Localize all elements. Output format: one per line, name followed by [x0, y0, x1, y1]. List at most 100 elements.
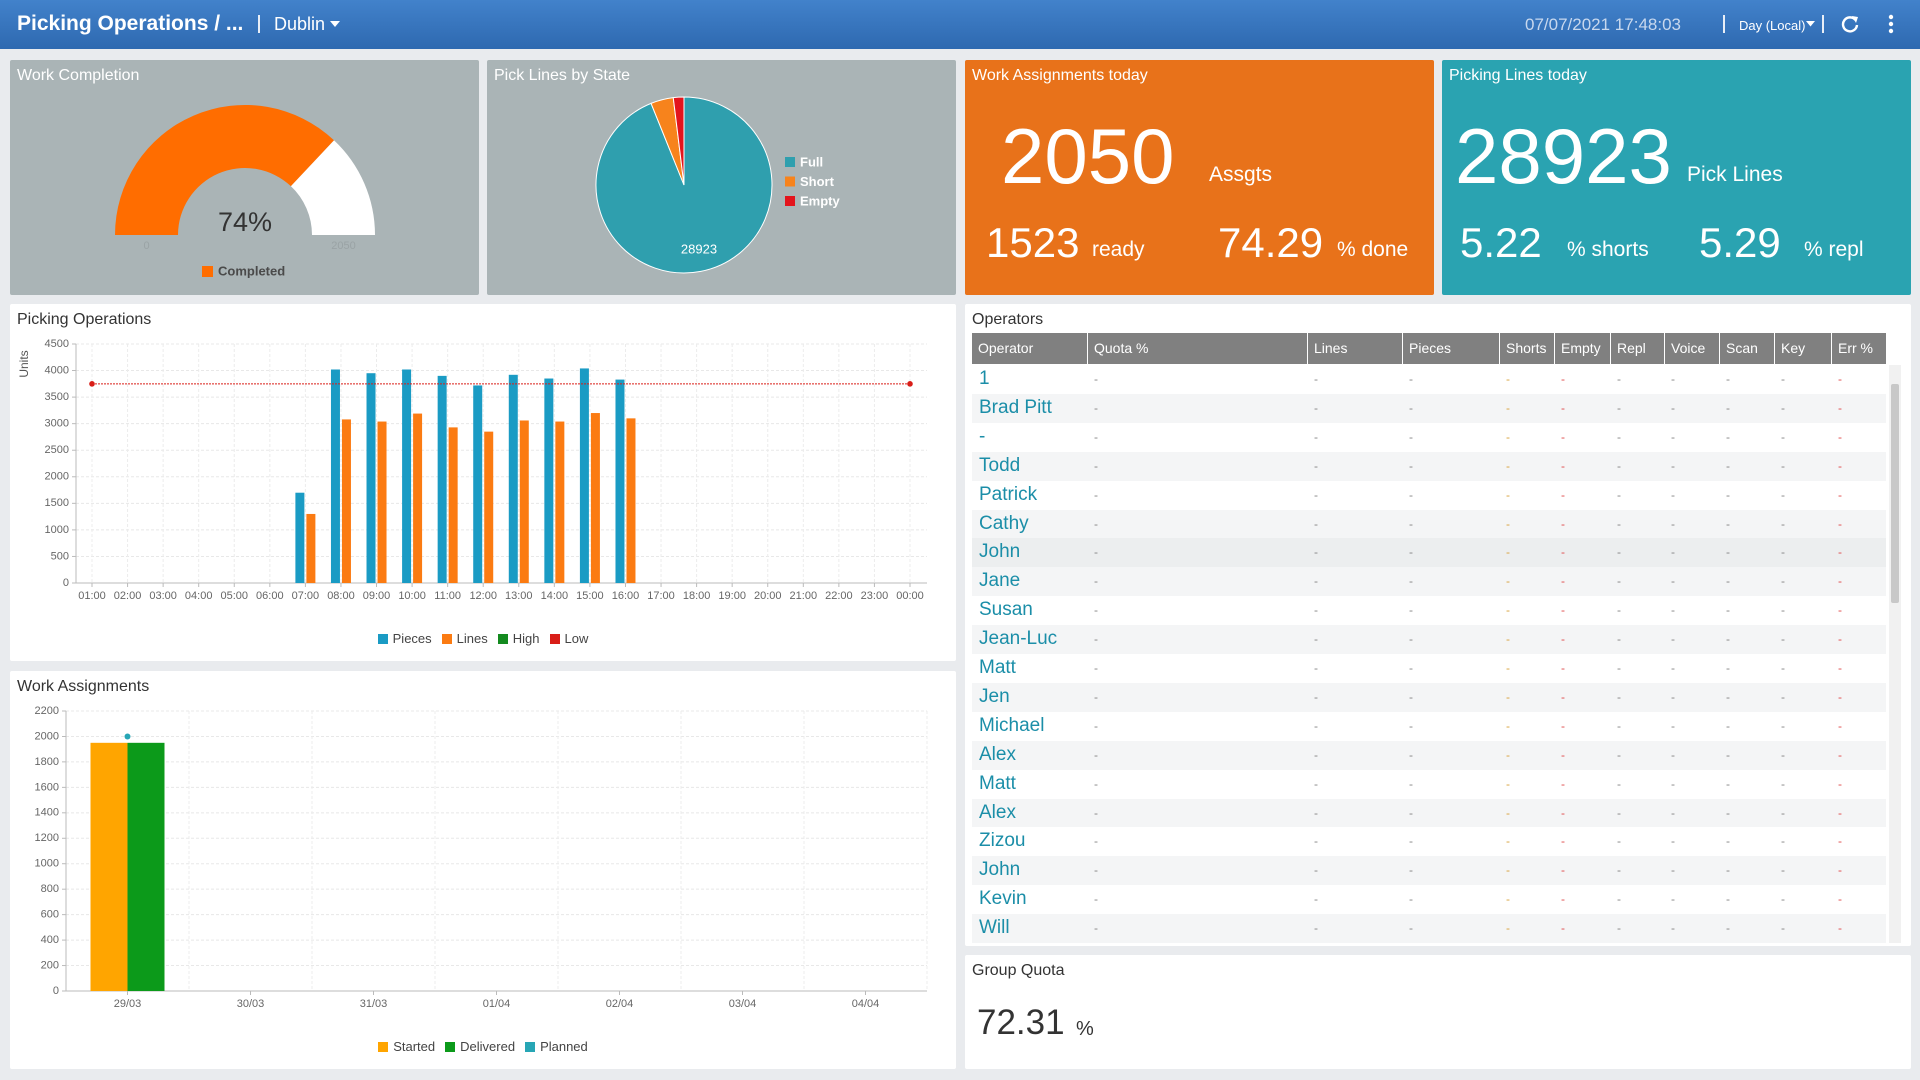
legend-label: Full [800, 154, 823, 169]
y-tick-label: 1400 [35, 807, 59, 819]
table-cell: - [1726, 805, 1730, 820]
table-cell: - [1094, 372, 1098, 386]
legend-label: Delivered [460, 1039, 516, 1054]
scrollbar-thumb[interactable] [1891, 384, 1899, 603]
table-cell: - [1617, 805, 1621, 820]
column-header[interactable]: Err % [1831, 333, 1886, 364]
dropdown-arrow[interactable] [330, 21, 340, 28]
table-cell: - [1671, 400, 1675, 415]
dropdown-arrow[interactable] [1806, 21, 1815, 27]
table-row [972, 798, 1886, 828]
table-cell: - [1781, 921, 1785, 936]
operator-name: John [979, 541, 1021, 563]
table-cell: - [1781, 458, 1785, 473]
column-header[interactable]: Voice [1664, 333, 1719, 364]
bar [90, 742, 128, 991]
table-cell: - [1561, 429, 1565, 444]
table-cell: - [1409, 892, 1413, 907]
y-tick-label: 1000 [35, 858, 59, 870]
table-cell: - [1838, 516, 1842, 531]
table-cell: - [1561, 574, 1565, 589]
bar [555, 421, 565, 583]
period-selector[interactable]: Day (Local) [1739, 18, 1806, 33]
table-cell: - [1671, 574, 1675, 589]
table-cell: - [1314, 400, 1318, 415]
x-tick-label: 23:00 [861, 590, 889, 602]
table-cell: - [1726, 487, 1730, 502]
bar-chart: 0 500 1000 1500 2000 2500 3000 3500 4000 4500 01:0… [17, 338, 927, 602]
table-row [972, 827, 1886, 857]
column-header[interactable]: Quota % [1087, 333, 1307, 364]
legend-label: Low [564, 631, 589, 646]
table-cell: - [1409, 632, 1413, 647]
table-cell: - [1561, 689, 1565, 704]
legend-label: High [512, 631, 540, 646]
table-cell: - [1838, 429, 1842, 444]
table-cell: - [1781, 805, 1785, 820]
table-cell: - [1726, 516, 1730, 531]
table-row [972, 856, 1886, 886]
column-header[interactable]: Lines [1307, 333, 1402, 364]
table-cell: - [1726, 892, 1730, 907]
x-tick-label: 03:00 [149, 590, 177, 602]
legend-swatch [445, 1042, 456, 1052]
table-cell: - [1726, 921, 1730, 936]
y-tick-label: 4500 [45, 338, 69, 350]
table-row [972, 365, 1886, 394]
column-header[interactable]: Key [1774, 333, 1831, 364]
column-header[interactable]: Shorts [1499, 333, 1554, 364]
table-cell: - [1781, 776, 1785, 791]
table-cell: - [1094, 863, 1098, 878]
x-tick-label: 02/04 [606, 998, 634, 1010]
column-header[interactable]: Repl [1610, 333, 1664, 364]
table-cell: - [1314, 516, 1318, 531]
table-cell: - [1506, 458, 1510, 473]
table-cell: - [1506, 921, 1510, 936]
table-cell: - [1617, 718, 1621, 733]
kpi-total-unit: Pick Lines [1687, 163, 1783, 186]
y-tick-label: 3000 [45, 418, 69, 430]
refresh-button[interactable] [1841, 15, 1859, 33]
menu-button[interactable] [1888, 14, 1894, 34]
table-cell: - [1838, 487, 1842, 502]
table-cell: - [1781, 834, 1785, 849]
table-cell: - [1838, 661, 1842, 675]
y-tick-label: 4000 [45, 364, 69, 376]
y-tick-label: 0 [53, 985, 59, 997]
table-cell: - [1094, 516, 1098, 531]
table-row [972, 451, 1886, 481]
site-selector[interactable]: Dublin [274, 14, 326, 34]
legend-item: Low [549, 631, 589, 646]
kpi-total-unit: Assgts [1209, 163, 1273, 186]
column-header[interactable]: Pieces [1402, 333, 1499, 364]
kpi-stat-unit: % repl [1804, 238, 1864, 261]
column-header[interactable]: Scan [1719, 333, 1774, 364]
table-cell: - [1506, 863, 1510, 878]
table-cell: - [1781, 372, 1785, 386]
gauge-max-label: 2050 [331, 240, 355, 252]
table-cell: - [1617, 545, 1621, 560]
bar [615, 379, 625, 583]
table-cell: - [1094, 747, 1098, 762]
legend-swatch [785, 176, 795, 187]
table-cell: - [1094, 487, 1098, 502]
x-tick-label: 29/03 [114, 998, 142, 1010]
operators-panel: Operators Operator Quota % Lines Pieces Shor… [965, 304, 1911, 946]
quota-value: 72.31 [977, 1003, 1065, 1042]
table-cell: - [1506, 372, 1510, 386]
table-cell: - [1094, 400, 1098, 415]
y-tick-label: 2000 [45, 471, 69, 483]
x-tick-label: 07:00 [292, 590, 320, 602]
x-tick-label: 13:00 [505, 590, 533, 602]
table-cell: - [1409, 545, 1413, 560]
column-header[interactable]: Empty [1554, 333, 1610, 364]
table-cell: - [1409, 516, 1413, 531]
table-cell: - [1781, 487, 1785, 502]
operator-name: Brad Pitt [979, 396, 1052, 418]
line-endpoint [89, 381, 95, 387]
table-cell: - [1561, 921, 1565, 936]
table-cell: - [1409, 718, 1413, 733]
table-cell: - [1506, 632, 1510, 647]
table-cell: - [1561, 776, 1565, 791]
column-header[interactable]: Operator [978, 340, 1034, 356]
